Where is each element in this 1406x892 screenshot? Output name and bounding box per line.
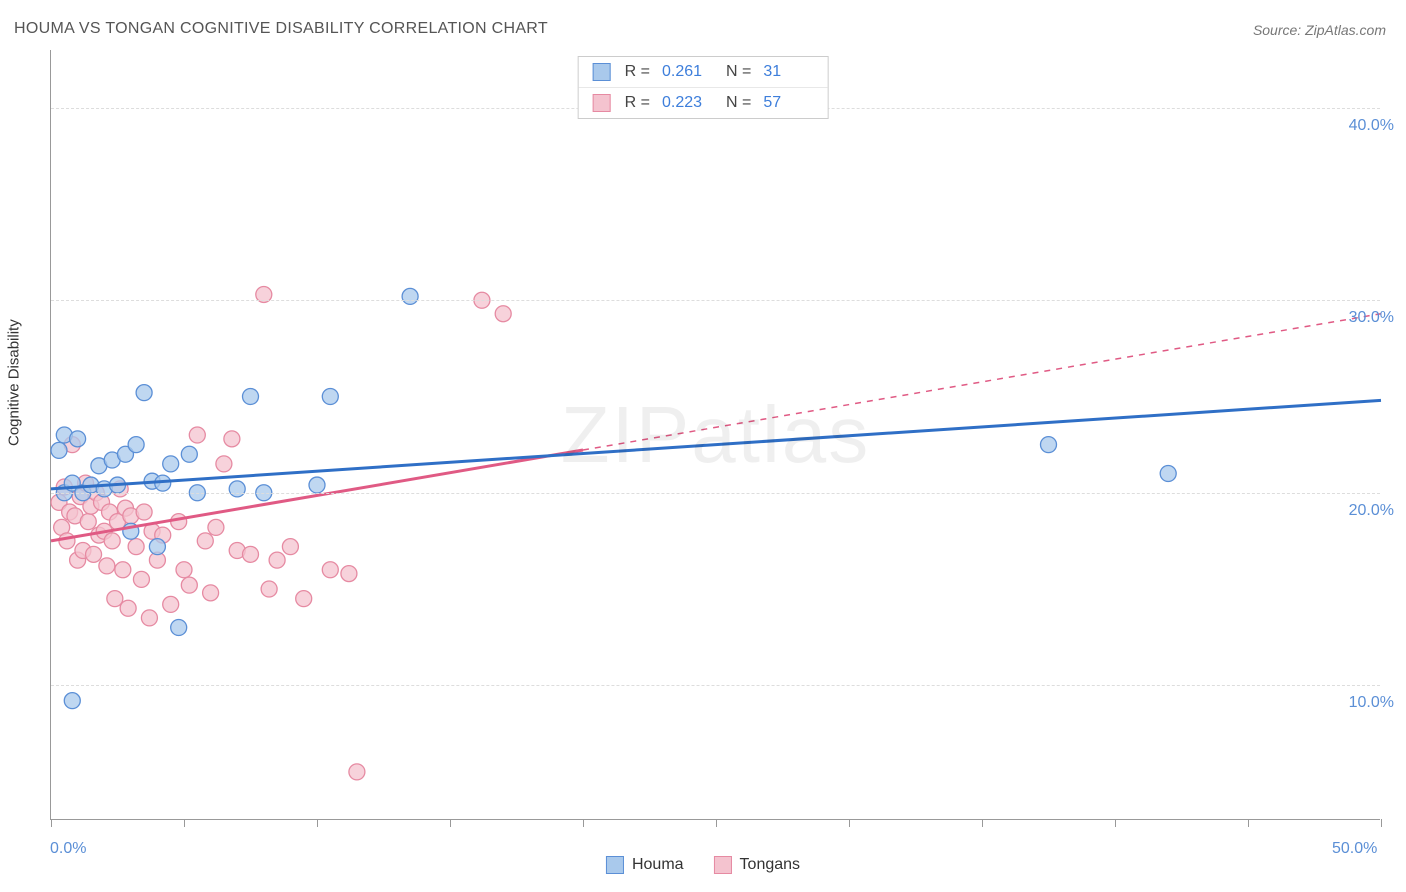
legend-item-tongans: Tongans (714, 856, 801, 874)
houma-point (229, 481, 245, 497)
tongans-point (208, 519, 224, 535)
houma-point (402, 288, 418, 304)
tongans-point (181, 577, 197, 593)
houma-point (181, 446, 197, 462)
houma-trend-line (51, 400, 1381, 489)
tongans-point (163, 596, 179, 612)
houma-swatch (593, 63, 611, 81)
tongans-point (133, 571, 149, 587)
x-tick (982, 819, 983, 827)
tongans-point (120, 600, 136, 616)
r-label: R = (625, 63, 650, 81)
tongans-point (128, 539, 144, 555)
tongans-point (115, 562, 131, 578)
r-label: R = (625, 94, 650, 112)
tongans-point (261, 581, 277, 597)
x-tick-label: 50.0% (1332, 840, 1377, 858)
houma-point (1160, 466, 1176, 482)
tongans-swatch (593, 94, 611, 112)
houma-point (51, 442, 67, 458)
legend-item-houma: Houma (606, 856, 684, 874)
tongans-point (80, 514, 96, 530)
y-tick-label: 30.0% (1349, 309, 1394, 327)
houma-point (64, 693, 80, 709)
tongans-r-value: 0.223 (662, 94, 712, 112)
y-tick-label: 10.0% (1349, 694, 1394, 712)
y-tick-label: 40.0% (1349, 117, 1394, 135)
tongans-point (349, 764, 365, 780)
houma-point (322, 389, 338, 405)
tongans-point (197, 533, 213, 549)
tongans-point (322, 562, 338, 578)
tongans-point (495, 306, 511, 322)
n-label: N = (726, 63, 751, 81)
x-tick (583, 819, 584, 827)
x-tick (849, 819, 850, 827)
n-label: N = (726, 94, 751, 112)
x-tick (716, 819, 717, 827)
houma-point (1041, 437, 1057, 453)
series-legend: Houma Tongans (606, 856, 800, 874)
houma-point (136, 385, 152, 401)
tongans-point (59, 533, 75, 549)
tongans-point (86, 546, 102, 562)
source-attribution: Source: ZipAtlas.com (1253, 22, 1386, 38)
chart-title: HOUMA VS TONGAN COGNITIVE DISABILITY COR… (14, 20, 548, 38)
houma-point (171, 620, 187, 636)
x-tick (1381, 819, 1382, 827)
tongans-swatch (714, 856, 732, 874)
houma-series-label: Houma (632, 856, 684, 874)
tongans-point (176, 562, 192, 578)
x-tick (184, 819, 185, 827)
x-tick (51, 819, 52, 827)
tongans-point (136, 504, 152, 520)
tongans-point (216, 456, 232, 472)
tongans-point (203, 585, 219, 601)
tongans-point (282, 539, 298, 555)
legend-row-houma: R = 0.261 N = 31 (579, 57, 828, 88)
tongans-series-label: Tongans (740, 856, 801, 874)
scatter-plot-svg (51, 50, 1380, 819)
x-tick (1115, 819, 1116, 827)
houma-point (70, 431, 86, 447)
correlation-legend: R = 0.261 N = 31 R = 0.223 N = 57 (578, 56, 829, 119)
houma-point (128, 437, 144, 453)
y-tick-label: 20.0% (1349, 502, 1394, 520)
tongans-point (141, 610, 157, 626)
chart-container: HOUMA VS TONGAN COGNITIVE DISABILITY COR… (0, 0, 1406, 892)
tongans-point (243, 546, 259, 562)
tongans-point (296, 591, 312, 607)
tongans-point (107, 591, 123, 607)
legend-row-tongans: R = 0.223 N = 57 (579, 88, 828, 118)
tongans-point (99, 558, 115, 574)
houma-point (163, 456, 179, 472)
tongans-n-value: 57 (763, 94, 813, 112)
houma-r-value: 0.261 (662, 63, 712, 81)
houma-point (309, 477, 325, 493)
houma-swatch (606, 856, 624, 874)
tongans-point (104, 533, 120, 549)
tongans-trend-line (51, 450, 583, 541)
x-tick (1248, 819, 1249, 827)
tongans-point (171, 514, 187, 530)
y-axis-label: Cognitive Disability (6, 319, 23, 446)
grid-line (51, 493, 1380, 494)
x-tick (450, 819, 451, 827)
tongans-trend-line-dashed (583, 314, 1381, 450)
houma-n-value: 31 (763, 63, 813, 81)
x-tick-label: 0.0% (50, 840, 86, 858)
tongans-point (269, 552, 285, 568)
tongans-point (189, 427, 205, 443)
grid-line (51, 300, 1380, 301)
houma-point (243, 389, 259, 405)
plot-area: ZIPatlas (50, 50, 1380, 820)
tongans-point (341, 566, 357, 582)
grid-line (51, 685, 1380, 686)
x-tick (317, 819, 318, 827)
houma-point (149, 539, 165, 555)
tongans-point (224, 431, 240, 447)
